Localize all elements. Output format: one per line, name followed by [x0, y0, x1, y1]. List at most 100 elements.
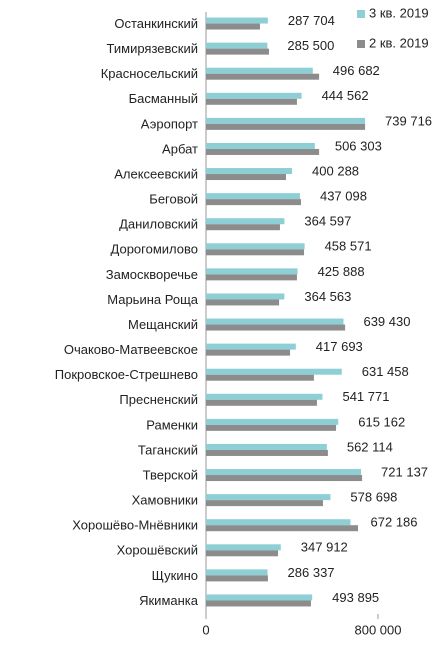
y-tick-label: Пресненский: [119, 392, 198, 407]
bar: [206, 73, 320, 80]
y-tick-label: Аэропорт: [141, 116, 198, 131]
y-tick-label: Беговой: [149, 192, 198, 207]
value-label: 400 288: [312, 163, 359, 178]
x-tick-label: 0: [202, 622, 209, 637]
bar: [206, 142, 315, 149]
value-label: 425 888: [318, 264, 365, 279]
value-label: 672 186: [371, 515, 418, 530]
bar: [206, 293, 285, 300]
bar: [206, 274, 297, 281]
bar: [206, 218, 285, 225]
value-label: 639 430: [363, 314, 410, 329]
value-label: 444 562: [322, 88, 369, 103]
bar: [206, 92, 302, 99]
y-tick-label: Басманный: [129, 91, 198, 106]
bar: [206, 343, 296, 350]
value-label: 458 571: [325, 239, 372, 254]
bar: [206, 17, 268, 24]
legend-swatch: [357, 40, 365, 48]
y-tick-label: Очаково-Матвеевское: [64, 342, 198, 357]
bar: [206, 469, 362, 476]
bar: [206, 67, 313, 74]
value-label: 721 137: [381, 464, 428, 479]
bar: [206, 123, 366, 130]
bar: [206, 374, 314, 381]
bar: [206, 318, 344, 325]
y-tick-label: Таганский: [138, 442, 198, 457]
bar: [206, 544, 281, 551]
bar: [206, 268, 298, 275]
bar: [206, 600, 311, 607]
y-tick-label: Замоскворечье: [106, 267, 198, 282]
bar: [206, 594, 313, 601]
y-tick-label: Покровское-Стрешнево: [55, 367, 198, 382]
y-tick-label: Хорошёвский: [117, 543, 198, 558]
bar: [206, 249, 305, 256]
x-tick-label: 800 000: [355, 622, 402, 637]
y-tick-label: Марьина Роща: [107, 292, 199, 307]
value-label: 739 716: [385, 113, 432, 128]
bar: [206, 299, 280, 306]
value-label: 615 162: [358, 414, 405, 429]
y-tick-label: Даниловский: [119, 217, 198, 232]
bar: [206, 48, 269, 55]
value-label: 541 771: [342, 389, 389, 404]
y-tick-label: Мещанский: [128, 317, 198, 332]
value-label: 364 597: [304, 214, 351, 229]
y-tick-label: Тимирязевский: [107, 41, 198, 56]
bar: [206, 243, 305, 250]
value-label: 493 895: [332, 590, 379, 605]
y-tick-label: Щукино: [152, 568, 198, 583]
bar: [206, 349, 291, 356]
bar: [206, 393, 323, 400]
y-tick-label: Алексеевский: [114, 166, 198, 181]
bar: [206, 418, 339, 425]
bar: [206, 23, 260, 30]
bar: [206, 550, 279, 557]
bar: [206, 117, 366, 124]
y-tick-label: Дорогомилово: [111, 242, 198, 257]
value-label: 417 693: [316, 339, 363, 354]
value-label: 347 912: [301, 540, 348, 555]
bar: [206, 399, 317, 406]
y-tick-label: Хамовники: [132, 493, 198, 508]
bar: [206, 569, 268, 576]
legend-label: 3 кв. 2019: [369, 5, 429, 20]
bar: [206, 193, 300, 200]
bar: [206, 148, 320, 155]
bar: [206, 424, 337, 431]
legend-label: 2 кв. 2019: [369, 35, 429, 50]
bar: [206, 168, 293, 175]
value-label: 286 337: [288, 565, 335, 580]
y-tick-label: Хорошёво-Мнёвники: [72, 518, 198, 533]
bar: [206, 368, 342, 375]
y-tick-label: Красносельский: [101, 66, 198, 81]
bar: [206, 324, 346, 331]
value-label: 631 458: [362, 364, 409, 379]
bar: [206, 449, 328, 456]
bar: [206, 475, 363, 482]
bar: [206, 224, 280, 231]
value-label: 496 682: [333, 63, 380, 78]
y-tick-label: Раменки: [146, 417, 198, 432]
bar: [206, 500, 323, 507]
bar: [206, 575, 268, 582]
y-tick-label: Якиманка: [139, 593, 199, 608]
bar: [206, 199, 302, 206]
legend-swatch: [357, 10, 365, 18]
value-label: 437 098: [320, 189, 367, 204]
value-label: 285 500: [287, 38, 334, 53]
bar: [206, 42, 268, 49]
bar: [206, 174, 286, 181]
y-tick-label: Арбат: [162, 141, 198, 156]
value-label: 287 704: [288, 13, 335, 28]
bar: [206, 525, 359, 532]
value-label: 506 303: [335, 138, 382, 153]
bar: [206, 98, 297, 105]
bar: [206, 519, 351, 526]
value-label: 578 698: [350, 490, 397, 505]
value-label: 364 563: [304, 289, 351, 304]
value-label: 562 114: [347, 439, 393, 454]
y-tick-label: Тверской: [143, 467, 198, 482]
